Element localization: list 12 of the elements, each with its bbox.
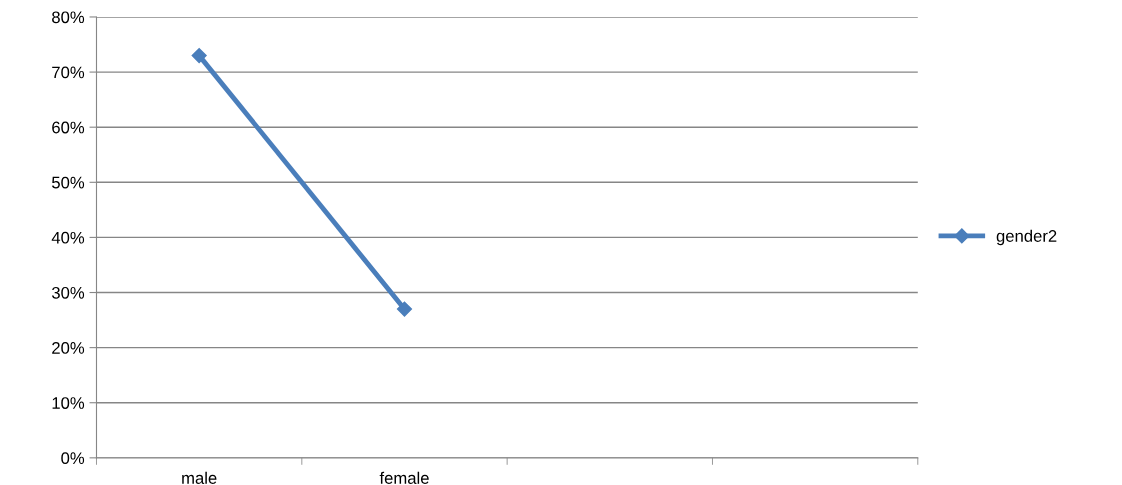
x-tick-label: female xyxy=(379,471,429,484)
y-tick-label: 60% xyxy=(52,121,85,134)
x-tick-label: male xyxy=(182,471,217,484)
y-tick-label: 20% xyxy=(52,342,85,354)
y-tick-label: 40% xyxy=(51,231,85,244)
legend-label: gender2 xyxy=(996,229,1057,246)
y-tick-label: 0% xyxy=(61,452,85,465)
y-tick-label: 10% xyxy=(52,397,85,409)
y-tick-label: 30% xyxy=(51,286,85,299)
y-tick-label: 70% xyxy=(52,66,85,79)
y-tick-label: 80% xyxy=(52,11,85,24)
y-tick-label: 50% xyxy=(52,176,85,189)
